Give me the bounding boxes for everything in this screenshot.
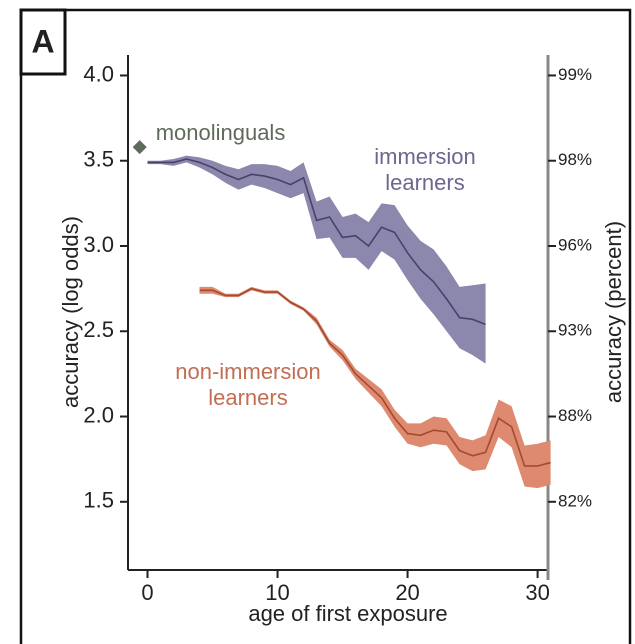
y-tick-label: 2.5 xyxy=(83,317,114,342)
y2-tick-label: 88% xyxy=(558,406,592,425)
series-label: learners xyxy=(208,385,287,410)
confidence-band xyxy=(147,155,486,364)
y2-tick-label: 96% xyxy=(558,235,592,254)
panel-label-box xyxy=(19,8,67,76)
y2-tick-label: 99% xyxy=(558,65,592,84)
series-label: immersion xyxy=(374,144,475,169)
x-tick-label: 20 xyxy=(395,580,419,605)
y2-tick-label: 98% xyxy=(558,150,592,169)
x-axis-label: age of first exposure xyxy=(248,601,447,626)
line xyxy=(147,158,486,326)
y-tick-label: 2.0 xyxy=(83,402,114,427)
confidence-band xyxy=(199,286,551,489)
y-tick-label: 3.0 xyxy=(83,232,114,257)
line xyxy=(199,287,551,467)
y2-axis-label: accuracy (percent) xyxy=(601,221,626,403)
x-tick-label: 0 xyxy=(141,580,153,605)
panel-label: A xyxy=(31,23,54,59)
series-label: non-immersion xyxy=(175,359,321,384)
y-tick-label: 1.5 xyxy=(83,488,114,513)
y-axis-label: accuracy (log odds) xyxy=(58,216,83,408)
y-tick-label: 3.5 xyxy=(83,147,114,172)
y-tick-label: 4.0 xyxy=(83,61,114,86)
y2-tick-label: 93% xyxy=(558,321,592,340)
x-tick-label: 10 xyxy=(265,580,289,605)
x-tick-label: 30 xyxy=(525,580,549,605)
y2-tick-label: 82% xyxy=(558,491,592,510)
point xyxy=(132,140,147,155)
point-label: monolinguals xyxy=(156,120,286,145)
panel-border xyxy=(19,8,632,644)
series-label: learners xyxy=(385,170,464,195)
